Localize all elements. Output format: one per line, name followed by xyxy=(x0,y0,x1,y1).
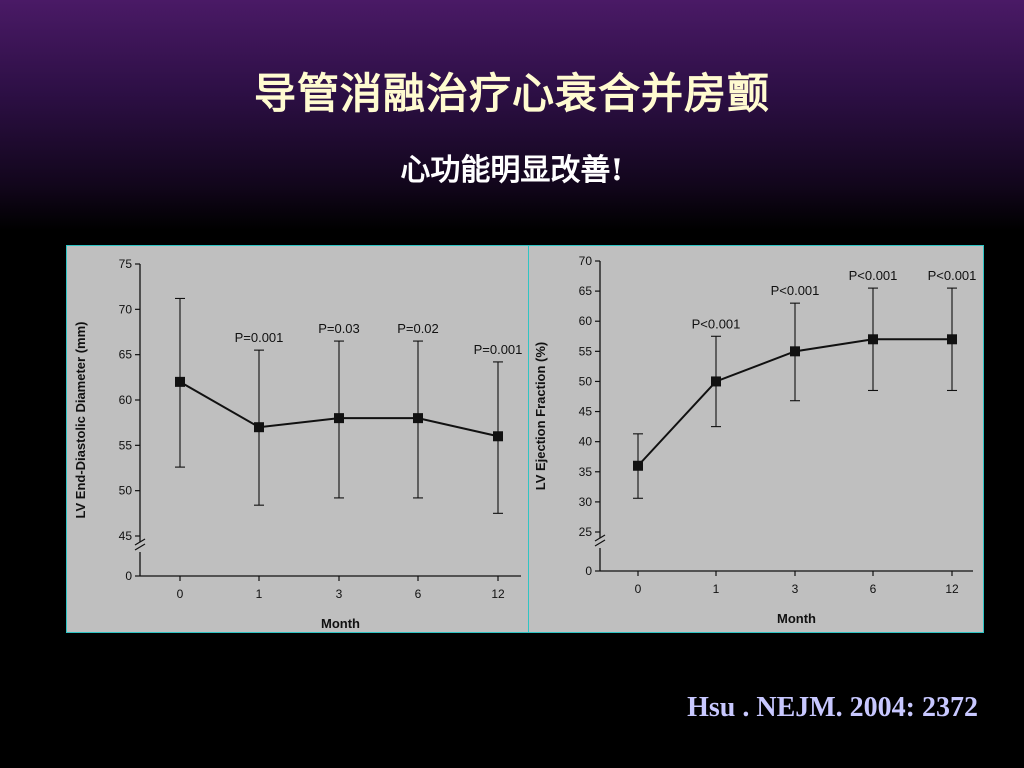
data-point xyxy=(334,413,344,424)
y-tick-label: 60 xyxy=(119,393,133,407)
x-tick-label: 1 xyxy=(713,582,720,596)
x-tick-label: 0 xyxy=(177,587,184,601)
data-point xyxy=(711,376,721,387)
x-tick-label: 12 xyxy=(491,587,505,601)
x-tick-label: 3 xyxy=(792,582,799,596)
data-point xyxy=(947,334,957,345)
x-tick-label: 3 xyxy=(336,587,343,601)
y-tick-label: 45 xyxy=(579,405,593,419)
y-tick-label: 75 xyxy=(119,257,133,271)
data-point xyxy=(868,334,878,345)
y-tick-label: 35 xyxy=(579,465,593,479)
p-value-label: P=0.03 xyxy=(318,321,360,336)
y-tick-label: 70 xyxy=(119,302,133,316)
y-tick-label: 0 xyxy=(125,569,132,583)
data-point xyxy=(493,431,503,442)
data-point xyxy=(175,376,185,387)
charts-divider xyxy=(528,245,529,633)
x-tick-label: 6 xyxy=(415,587,422,601)
data-point xyxy=(633,460,643,471)
data-point xyxy=(413,413,423,424)
p-value-label: P=0.001 xyxy=(235,330,284,345)
charts-panel xyxy=(66,245,984,633)
y-tick-label: 45 xyxy=(119,529,133,543)
lv-ejection-fraction-chart: 0 25 30 35 40 45 50 55 60 65 70 0 1 3 6 12 Month LV Eject… xyxy=(533,254,977,626)
axis-break-mark xyxy=(594,539,606,547)
y-tick-label: 55 xyxy=(119,438,133,452)
citation: Hsu . NEJM. 2004: 2372 xyxy=(687,692,978,723)
lv-diameter-chart: 0 45 50 55 60 65 70 75 0 1 3 6 12 Month LV End-Diastol… xyxy=(73,257,523,631)
y-tick-label: 65 xyxy=(119,348,133,362)
y-axis-title: LV Ejection Fraction (%) xyxy=(533,342,548,491)
axis-break-mark xyxy=(134,538,146,546)
y-tick-label: 70 xyxy=(579,254,593,268)
x-tick-label: 1 xyxy=(256,587,263,601)
y-tick-label: 25 xyxy=(579,525,593,539)
data-point xyxy=(254,422,264,433)
p-value-label: P<0.001 xyxy=(692,316,741,331)
slide-subtitle: 心功能明显改善! xyxy=(400,153,624,188)
x-axis-title: Month xyxy=(321,616,360,631)
y-tick-label: 50 xyxy=(119,484,133,498)
x-tick-label: 0 xyxy=(635,582,642,596)
y-tick-label: 40 xyxy=(579,435,593,449)
data-point xyxy=(790,346,800,357)
y-tick-label: 60 xyxy=(579,314,593,328)
y-axis-title: LV End-Diastolic Diameter (mm) xyxy=(73,322,88,519)
p-value-label: P=0.02 xyxy=(397,321,439,336)
p-value-label: P=0.001 xyxy=(474,342,523,357)
y-tick-label: 55 xyxy=(579,344,593,358)
slide-title: 导管消融治疗心衰合并房颤 xyxy=(253,69,770,118)
x-tick-label: 6 xyxy=(870,582,877,596)
p-value-label: P<0.001 xyxy=(928,268,977,283)
y-tick-label: 0 xyxy=(585,564,592,578)
y-tick-label: 50 xyxy=(579,374,593,388)
axis-break-mark xyxy=(594,534,606,542)
axis-break-mark xyxy=(134,543,146,551)
p-value-label: P<0.001 xyxy=(849,268,898,283)
x-tick-label: 12 xyxy=(945,582,959,596)
p-value-label: P<0.001 xyxy=(771,283,820,298)
x-axis-title: Month xyxy=(777,611,816,626)
y-tick-label: 30 xyxy=(579,495,593,509)
y-tick-label: 65 xyxy=(579,284,593,298)
